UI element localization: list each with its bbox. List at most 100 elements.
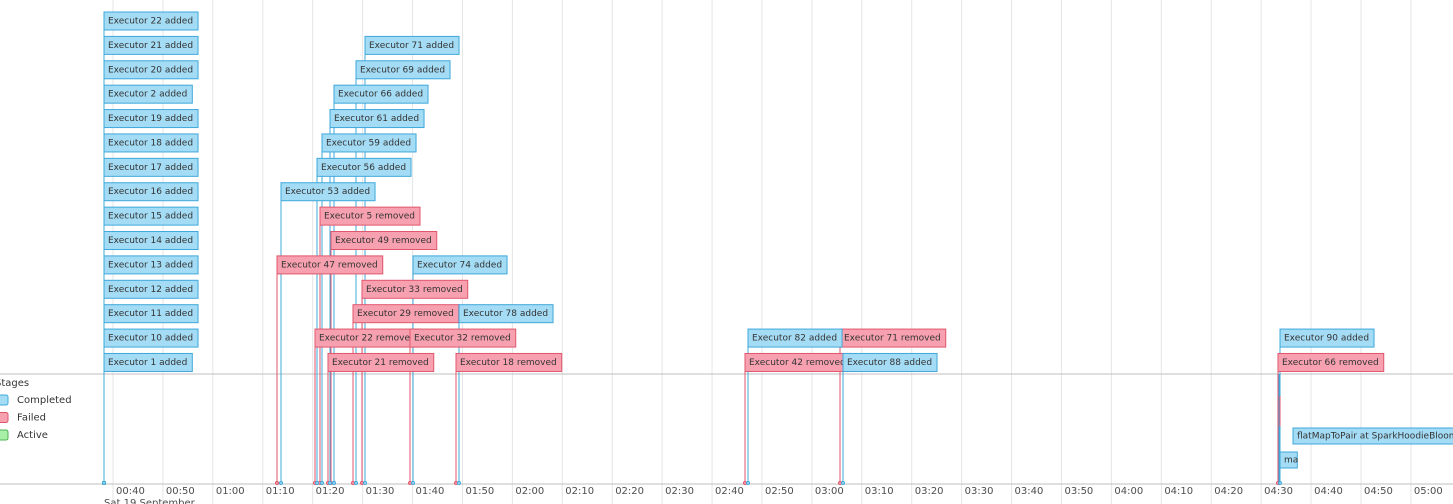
event-box xyxy=(455,352,563,372)
event-box xyxy=(1277,352,1385,372)
event-dot xyxy=(841,481,845,485)
event-item: Executor 22 removed xyxy=(314,328,422,348)
event-label: Executor 61 added xyxy=(334,114,419,124)
event-label: Executor 42 removed xyxy=(749,358,846,368)
event-box xyxy=(103,182,199,202)
event-box xyxy=(103,279,199,299)
event-box xyxy=(103,231,199,251)
event-item: Executor 90 added xyxy=(1279,328,1375,348)
event-item: Executor 22 added xyxy=(103,11,199,31)
axis-tick-label: 01:30 xyxy=(366,486,395,497)
event-item: Executor 66 removed xyxy=(1277,352,1385,372)
event-item: Executor 69 added xyxy=(355,60,451,80)
event-label: Executor 5 removed xyxy=(324,212,415,222)
event-item: Executor 21 removed xyxy=(327,352,435,372)
event-item: Executor 11 added xyxy=(103,304,199,324)
event-item: Executor 17 added xyxy=(103,157,199,177)
legend-swatch xyxy=(0,429,9,441)
event-item: Executor 71 added xyxy=(364,35,460,55)
event-label: Executor 66 added xyxy=(338,90,423,100)
event-box xyxy=(321,133,417,153)
event-item: Executor 33 removed xyxy=(361,279,469,299)
axis-tick-label: 04:40 xyxy=(1314,486,1343,497)
event-box xyxy=(103,35,199,55)
event-label: Executor 17 added xyxy=(108,163,193,173)
event-box xyxy=(280,182,376,202)
axis-tick-label: 02:30 xyxy=(665,486,694,497)
event-box xyxy=(327,352,435,372)
event-dot xyxy=(457,481,461,485)
event-item: Executor 16 added xyxy=(103,182,199,202)
axis-tick-label: 04:10 xyxy=(1164,486,1193,497)
legend-swatch xyxy=(0,394,9,406)
event-box xyxy=(412,255,508,275)
event-item: Executor 71 removed xyxy=(839,328,947,348)
event-label: Executor 32 removed xyxy=(414,334,511,344)
stage-box xyxy=(1292,427,1453,445)
event-label: Executor 56 added xyxy=(321,163,406,173)
event-item: Executor 82 added xyxy=(747,328,843,348)
event-item: Executor 66 added xyxy=(333,84,429,104)
axis-tick-label: 03:50 xyxy=(1064,486,1093,497)
event-item: Executor 15 added xyxy=(103,206,199,226)
axis-tick-label: 01:40 xyxy=(416,486,445,497)
axis-tick-label: 04:30 xyxy=(1264,486,1293,497)
event-label: Executor 69 added xyxy=(360,65,445,75)
axis-tick-label: 02:10 xyxy=(565,486,594,497)
event-label: Executor 78 added xyxy=(463,309,548,319)
event-dot xyxy=(411,481,415,485)
event-box xyxy=(276,255,384,275)
event-label: Executor 21 removed xyxy=(332,358,429,368)
event-label: Executor 33 removed xyxy=(366,285,463,295)
event-dot xyxy=(746,481,750,485)
event-dot xyxy=(363,481,367,485)
event-box xyxy=(329,109,425,129)
event-label: Executor 2 added xyxy=(108,90,187,100)
axis-tick-label: 01:00 xyxy=(216,486,245,497)
axis-tick-label: 02:00 xyxy=(515,486,544,497)
event-label: Executor 49 removed xyxy=(335,236,432,246)
event-item: Executor 1 added xyxy=(103,352,193,372)
event-label: Executor 13 added xyxy=(108,260,193,270)
event-label: Executor 71 removed xyxy=(844,334,941,344)
event-item: Executor 14 added xyxy=(103,231,199,251)
axis-tick-label: 00:40 xyxy=(116,486,145,497)
event-label: Executor 88 added xyxy=(847,358,932,368)
event-item: Executor 19 added xyxy=(103,109,199,129)
event-box xyxy=(103,11,199,31)
event-label: Executor 21 added xyxy=(108,41,193,51)
event-label: Executor 18 added xyxy=(108,138,193,148)
event-label: Executor 1 added xyxy=(108,358,187,368)
stage-label: flatMapToPair at SparkHoodieBloomIndex xyxy=(1297,432,1453,442)
event-label: Executor 22 removed xyxy=(319,334,416,344)
event-item: Executor 20 added xyxy=(103,60,199,80)
event-item: Executor 18 removed xyxy=(455,352,563,372)
event-label: Executor 74 added xyxy=(417,260,502,270)
axis-tick-label: 03:00 xyxy=(815,486,844,497)
event-box xyxy=(330,231,438,251)
event-item: Executor 5 removed xyxy=(319,206,421,226)
event-item: Executor 29 removed xyxy=(352,304,460,324)
stage-label: ma xyxy=(1284,456,1298,466)
event-box xyxy=(364,35,460,55)
event-dot xyxy=(275,481,279,485)
axis-tick-label: 02:40 xyxy=(715,486,744,497)
event-box xyxy=(103,133,199,153)
event-box xyxy=(103,328,199,348)
event-box xyxy=(1279,328,1375,348)
legend-title: Stages xyxy=(0,378,29,389)
event-item: Executor 53 added xyxy=(280,182,376,202)
legend-label: Failed xyxy=(17,413,46,424)
axis-tick-label: 03:20 xyxy=(915,486,944,497)
stage-box xyxy=(1279,451,1298,469)
event-label: Executor 18 removed xyxy=(460,358,557,368)
event-item: Executor 18 added xyxy=(103,133,199,153)
event-label: Executor 53 added xyxy=(285,187,370,197)
event-item: Executor 56 added xyxy=(316,157,412,177)
event-item: Executor 61 added xyxy=(329,109,425,129)
event-box xyxy=(319,206,421,226)
axis-tick-label: 02:50 xyxy=(765,486,794,497)
event-box xyxy=(103,255,199,275)
legend-label: Active xyxy=(17,430,48,441)
